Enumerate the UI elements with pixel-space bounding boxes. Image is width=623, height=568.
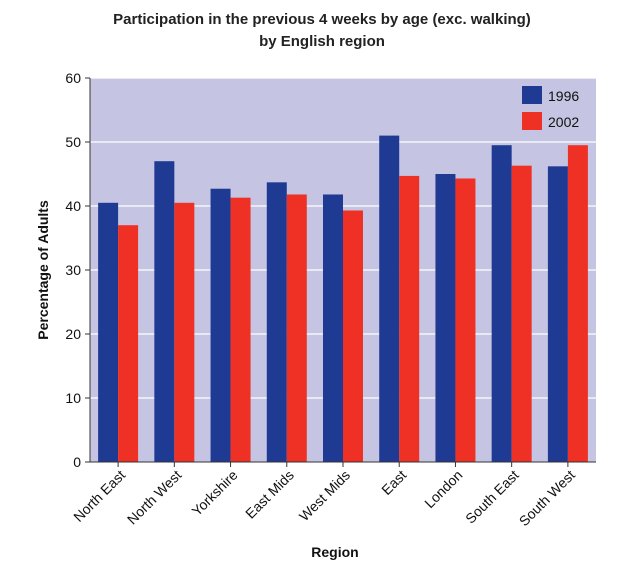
chart-title-line-1: Participation in the previous 4 weeks by…: [113, 11, 531, 28]
bar-1996-west-mids: [323, 194, 343, 463]
bar-2002-north-west: [174, 202, 195, 463]
legend-label-2002: 2002: [548, 114, 579, 130]
bar-1996-london: [435, 174, 456, 462]
y-tick-label-50: 50: [65, 134, 81, 150]
chart-title-line-2: by English region: [259, 33, 385, 50]
y-tick-label-30: 30: [65, 262, 81, 278]
x-axis-title: Region: [311, 544, 358, 560]
bar-2002-east-mids: [286, 194, 307, 463]
bar-2002-south-west: [567, 145, 588, 462]
y-tick-label-60: 60: [65, 70, 81, 86]
bar-2002-north-east: [118, 225, 139, 462]
legend-swatch-2002: [522, 112, 542, 130]
bar-1996-south-east: [491, 145, 512, 462]
bars: [98, 135, 588, 463]
x-tick-label-london: London: [421, 467, 465, 511]
x-tick-label-west-mids: West Mids: [296, 467, 353, 524]
y-tick-label-40: 40: [65, 198, 81, 214]
x-tick-label-yorkshire: Yorkshire: [188, 467, 240, 519]
y-axis-ticks: 0 10 20 30 40 50 60: [65, 70, 90, 470]
y-tick-label-0: 0: [73, 454, 81, 470]
bar-2002-west-mids: [343, 210, 363, 462]
legend-swatch-1996: [522, 86, 542, 104]
x-tick-label-north-east: North East: [70, 467, 128, 525]
y-tick-label-20: 20: [65, 326, 81, 342]
bar-2002-south-east: [511, 165, 532, 462]
bar-1996-north-east: [98, 202, 119, 463]
y-axis-title: Percentage of Adults: [35, 200, 51, 340]
x-tick-label-south-east: South East: [462, 467, 522, 527]
bar-1996-south-west: [547, 166, 568, 462]
bar-2002-east: [399, 175, 420, 463]
x-tick-label-north-west: North West: [124, 467, 185, 528]
bar-2002-london: [455, 178, 476, 463]
x-tick-label-east-mids: East Mids: [242, 467, 297, 522]
legend: 1996 2002: [522, 86, 579, 130]
x-tick-label-east: East: [378, 467, 409, 498]
bar-1996-east: [379, 135, 400, 462]
x-tick-label-south-west: South West: [516, 467, 578, 529]
bar-1996-east-mids: [266, 182, 287, 462]
bar-2002-yorkshire: [230, 197, 251, 462]
bar-1996-north-west: [154, 161, 175, 462]
bar-1996-yorkshire: [210, 188, 231, 462]
legend-label-1996: 1996: [548, 88, 579, 104]
y-tick-label-10: 10: [65, 390, 81, 406]
